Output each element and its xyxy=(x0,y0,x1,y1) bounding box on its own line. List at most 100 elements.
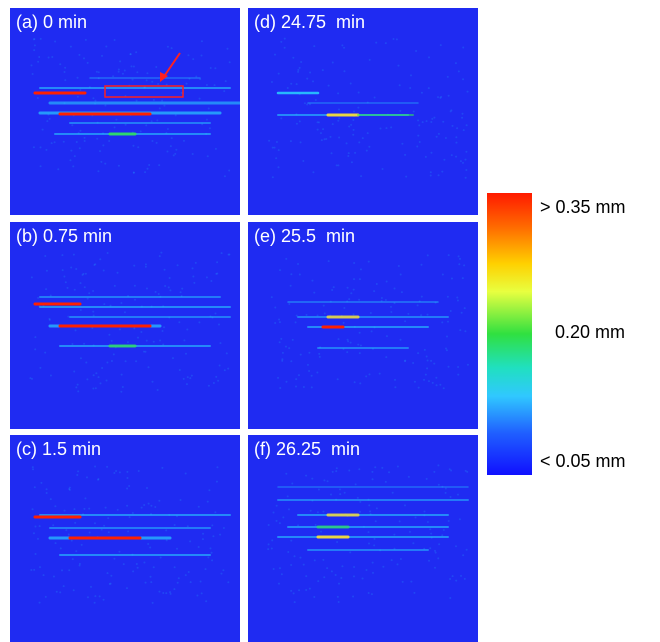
speckle xyxy=(466,124,468,126)
speckle xyxy=(434,550,436,552)
speckle xyxy=(45,149,47,151)
speckle xyxy=(279,522,281,524)
speckle xyxy=(33,146,35,148)
speckle xyxy=(93,374,95,376)
speckle xyxy=(274,54,276,56)
speckle xyxy=(134,285,136,287)
speckle xyxy=(33,569,35,571)
speckle xyxy=(159,255,161,257)
speckle xyxy=(321,139,323,141)
speckle xyxy=(158,164,160,166)
speckle xyxy=(151,140,153,142)
speckle xyxy=(137,337,139,339)
speckle xyxy=(466,471,468,473)
speckle xyxy=(158,293,160,295)
panel-label: (c) 1.5 min xyxy=(16,439,101,460)
speckle xyxy=(288,303,290,305)
speckle xyxy=(336,467,338,469)
speckle xyxy=(293,592,295,594)
speckle xyxy=(214,313,216,315)
speckle xyxy=(415,50,417,52)
speckle xyxy=(359,352,361,354)
speckle xyxy=(449,468,451,470)
speckle xyxy=(143,504,145,506)
speckle xyxy=(355,483,357,485)
speckle xyxy=(390,306,392,308)
speckle xyxy=(327,480,329,482)
speckle xyxy=(147,168,149,170)
speckle xyxy=(338,601,340,603)
speckle xyxy=(196,594,198,596)
speckle xyxy=(371,471,373,473)
speckle xyxy=(39,566,41,568)
speckle xyxy=(359,501,361,503)
speckle xyxy=(430,533,432,535)
speckle xyxy=(207,556,209,558)
panel-label: (e) 25.5 min xyxy=(254,226,355,247)
speckle xyxy=(221,252,223,254)
speckle xyxy=(44,352,46,354)
speckle xyxy=(206,119,208,121)
speckle xyxy=(202,533,204,535)
speckle xyxy=(198,321,200,323)
speckle xyxy=(211,524,213,526)
speckle xyxy=(107,517,109,519)
speckle xyxy=(360,344,362,346)
speckle xyxy=(37,538,39,540)
speckle xyxy=(359,278,361,280)
speckle xyxy=(358,299,360,301)
speckle xyxy=(381,297,383,299)
speckle xyxy=(33,532,35,534)
speckle xyxy=(137,146,139,148)
speckle xyxy=(54,41,56,43)
speckle xyxy=(101,367,103,369)
speckle xyxy=(46,488,48,490)
speckle xyxy=(436,136,438,138)
speckle xyxy=(390,311,392,313)
speckle xyxy=(433,117,435,119)
speckle xyxy=(392,492,394,494)
speckle xyxy=(216,261,218,263)
speckle xyxy=(63,585,65,587)
speckle xyxy=(192,276,194,278)
speckle xyxy=(314,559,316,561)
speckle xyxy=(219,364,221,366)
speckle xyxy=(190,581,192,583)
speckle xyxy=(456,296,458,298)
speckle xyxy=(409,531,411,533)
speckle xyxy=(374,466,376,468)
heatmap xyxy=(10,435,240,632)
speckle xyxy=(76,141,78,143)
speckle xyxy=(83,343,85,345)
speckle xyxy=(136,563,138,565)
speckle xyxy=(195,262,197,264)
speckle xyxy=(404,320,406,322)
panel: (e) 25.5 min xyxy=(248,222,478,429)
speckle xyxy=(272,176,274,178)
speckle xyxy=(226,352,228,354)
panel-label: (d) 24.75 min xyxy=(254,12,365,33)
speckle xyxy=(409,87,411,89)
speckle xyxy=(337,120,339,122)
speckle xyxy=(137,567,139,569)
speckle xyxy=(441,321,443,323)
speckle xyxy=(140,331,142,333)
speckle xyxy=(291,482,293,484)
speckle xyxy=(428,87,430,89)
panel: (f) 26.25 min xyxy=(248,435,478,642)
speckle xyxy=(226,48,228,50)
speckle xyxy=(84,140,86,142)
speckle xyxy=(319,356,321,358)
speckle xyxy=(317,129,319,131)
speckle xyxy=(192,153,194,155)
speckle xyxy=(138,470,140,472)
speckle xyxy=(40,38,42,40)
speckle xyxy=(397,563,399,565)
speckle xyxy=(118,551,120,553)
speckle xyxy=(211,552,213,554)
speckle xyxy=(191,375,193,377)
speckle xyxy=(141,507,143,509)
speckle xyxy=(438,543,440,545)
speckle xyxy=(124,70,126,72)
speckle xyxy=(294,601,296,603)
